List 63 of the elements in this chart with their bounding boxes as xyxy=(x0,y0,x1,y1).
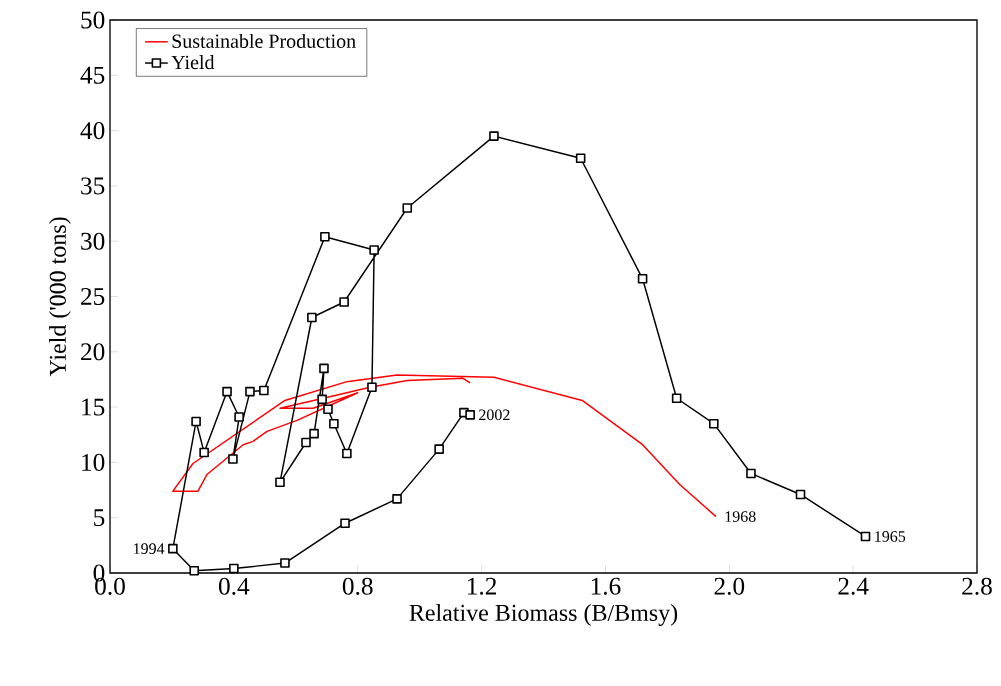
y-tick-label: 20 xyxy=(81,343,105,361)
annotation: 1994 xyxy=(134,543,165,555)
annotation: 1968 xyxy=(725,511,756,522)
point xyxy=(709,418,719,429)
x-axis-title: Relative Biomass (B/Bmsy) xyxy=(409,604,678,626)
x-tick-label: 2.8 xyxy=(962,577,992,595)
point xyxy=(309,428,319,439)
x-tick-label: 2.4 xyxy=(838,577,869,595)
y-tick-label: 40 xyxy=(80,122,105,140)
point xyxy=(402,203,413,213)
line-series xyxy=(172,374,717,518)
point xyxy=(301,437,311,448)
y-tick-label: 50 xyxy=(81,11,105,29)
point xyxy=(168,543,178,554)
point xyxy=(367,382,377,392)
point xyxy=(228,454,238,464)
y-tick-label: 5 xyxy=(94,509,105,527)
point xyxy=(340,518,350,529)
point xyxy=(275,477,285,488)
x-tick-label: 2.0 xyxy=(714,577,745,595)
point xyxy=(637,274,648,284)
point xyxy=(671,393,682,404)
point xyxy=(746,468,756,479)
point xyxy=(222,386,232,397)
x-tick-label: 1.2 xyxy=(467,577,497,595)
point xyxy=(323,404,333,415)
point xyxy=(392,494,402,504)
point xyxy=(342,448,352,459)
x-tick-label: 0.4 xyxy=(218,577,250,595)
legend-label: Yield xyxy=(171,55,215,70)
point xyxy=(795,489,806,500)
point xyxy=(280,558,290,568)
point xyxy=(575,153,586,164)
y-tick-label: 10 xyxy=(82,453,105,471)
annotation: 1965 xyxy=(875,531,906,542)
y-tick-label: 45 xyxy=(80,66,105,84)
point xyxy=(434,444,444,454)
point xyxy=(189,565,200,576)
point xyxy=(317,394,327,405)
point xyxy=(259,385,269,396)
point xyxy=(199,447,209,458)
point xyxy=(465,410,475,420)
y-tick-label: 35 xyxy=(81,177,105,195)
point xyxy=(229,563,239,574)
point xyxy=(489,131,499,141)
y-tick-label: 25 xyxy=(81,287,105,306)
x-tick-label: 1.6 xyxy=(591,577,621,595)
y-axis-title: Yield ('000 tons) xyxy=(49,217,71,377)
point xyxy=(234,412,244,422)
legend-label: Sustainable Production xyxy=(172,33,356,48)
point xyxy=(369,245,379,255)
y-tick-label: 15 xyxy=(82,398,105,416)
point xyxy=(319,363,329,374)
point xyxy=(191,416,201,427)
annotation: 2002 xyxy=(479,409,510,421)
x-tick-label: 0.8 xyxy=(342,577,373,595)
y-tick-label: 30 xyxy=(81,232,105,250)
point xyxy=(329,418,339,429)
point xyxy=(860,531,871,542)
point xyxy=(245,386,255,397)
point xyxy=(339,297,349,307)
point xyxy=(307,312,317,323)
point xyxy=(320,231,330,242)
